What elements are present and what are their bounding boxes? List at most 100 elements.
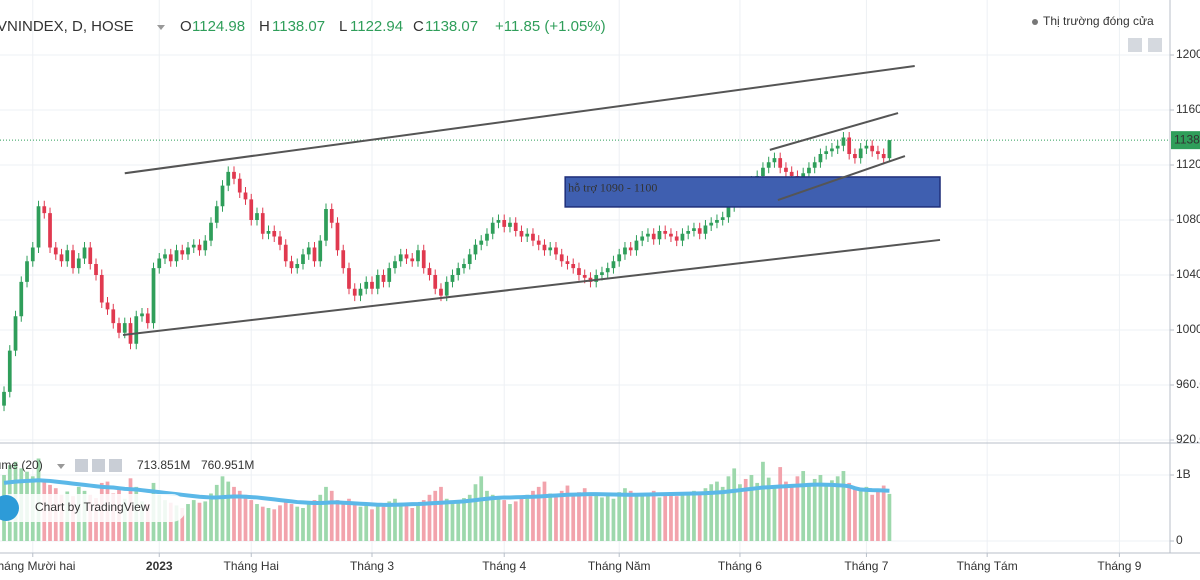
candle-body [496,220,501,223]
volume-bar [674,496,679,541]
volume-bar [283,501,288,541]
volume-ma-line [3,478,890,507]
volume-bar [324,486,328,541]
volume-bar [444,498,449,541]
candle-body [398,254,403,262]
volume-bar [289,504,294,541]
candle-body [410,258,415,262]
volume-bar [209,493,213,541]
pause-button[interactable] [1128,38,1142,52]
x-tick-label: Tháng 4 [482,559,526,573]
volume-bar [864,486,869,541]
candle-body [324,209,328,241]
candle-body [812,162,817,168]
volume-bar [669,492,673,541]
volume-bar [812,478,817,541]
volume-bar [416,504,420,541]
candle-body [243,192,248,200]
volume-bar [232,486,236,541]
volume-bar [370,509,374,541]
candle-body [364,281,369,289]
volume-bar [766,477,771,541]
candle-body [623,247,627,255]
candle-body [841,137,846,146]
volume-bar [433,490,438,541]
volume-bar [680,493,685,541]
candle-body [255,213,259,220]
pause-button[interactable] [1148,38,1162,52]
candle-body [519,231,524,237]
candle-body [577,268,581,275]
candle-body [99,275,104,303]
volume-bar [732,468,737,541]
volume-bar [847,482,852,541]
volume-bar [789,485,794,541]
candle-body [778,158,783,168]
volume-bar [479,476,484,541]
volume-bar [657,497,662,541]
volume-bar [519,498,524,541]
candle-body [766,162,771,168]
volume-bar [220,476,225,541]
candle-body [13,316,18,351]
volume-bar [887,493,892,541]
trend-line [124,65,915,175]
volume-bar [473,484,478,541]
candle-body [726,206,731,218]
candle-body [220,185,225,207]
volume-bar [634,494,639,541]
volume-bar [531,490,535,541]
symbol: VNINDEX, D, HOSE [0,18,134,35]
candle-body [703,225,708,234]
candle-body [651,233,656,240]
x-tick-label: Tháng 7 [844,559,888,573]
dropdown-icon[interactable] [57,464,65,469]
candle-body [456,268,461,275]
volume-bar [352,504,357,541]
candle-body [140,313,144,317]
candle-body [807,167,811,174]
volume-bar [772,486,777,541]
volume-bar [272,509,277,541]
candle-body [19,281,24,317]
volume-bar [703,488,708,541]
volume-bar [577,492,581,541]
candle-body [289,261,294,269]
volume-bar [278,505,282,541]
candle-body [536,240,541,245]
volume-bar [260,506,265,541]
grid [0,0,1170,553]
close-button[interactable] [109,459,122,472]
dropdown-icon[interactable] [157,25,165,30]
candle-body [548,247,553,251]
x-tick-label: Tháng Mười hai [0,559,75,573]
candle-body [462,264,466,269]
candle-body [467,254,472,264]
volume-bar [410,508,415,541]
volume-bar [554,496,558,541]
x-tick-label: Tháng Năm [588,559,651,573]
eye-button[interactable] [75,459,88,472]
y-tick-label: 1200 [1176,47,1200,61]
support-box [564,176,941,208]
candle-body [881,154,886,159]
settings-button[interactable] [92,459,105,472]
volume-bar [508,504,512,541]
candle-body [111,309,116,324]
candle-body [393,261,397,269]
trend-line [769,112,899,151]
candle-body [628,247,633,251]
candle-body [680,233,685,241]
candle-body [375,275,380,289]
candle-body [485,233,489,241]
candle-body [25,261,29,282]
volume-bar [467,494,472,541]
support-label: hỗ trợ 1090 - 1100 [568,181,657,195]
trend-line [777,155,906,202]
candle-body [864,145,869,149]
candle-body [663,231,668,234]
volume-bar [335,500,340,541]
candle-body [450,275,455,282]
candle-body [427,268,432,275]
candle-body [186,247,190,255]
